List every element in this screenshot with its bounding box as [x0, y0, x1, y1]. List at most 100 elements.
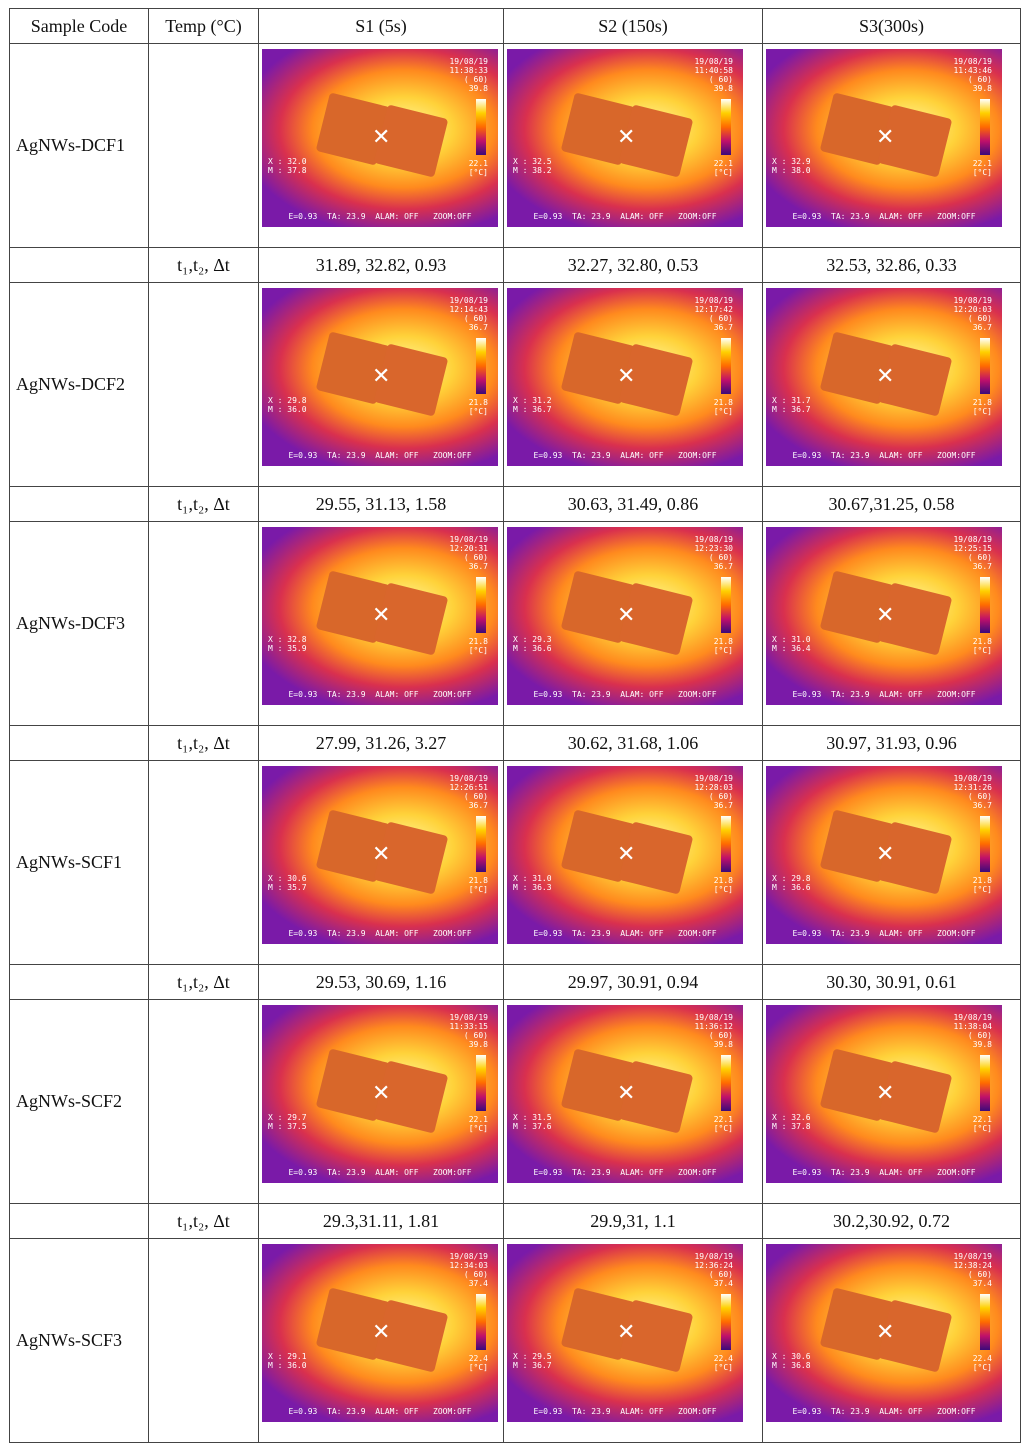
color-scale-bar — [721, 1294, 731, 1350]
header-temp: Temp (°C) — [148, 8, 259, 44]
temp-cell — [148, 282, 259, 487]
thermal-image: ✕ 19/08/19 12:23:30( 60) 36.7 21.8 [°C] X : 29… — [507, 527, 743, 705]
sample-code: AgNWs-SCF3 — [9, 1238, 149, 1443]
osd-xm: X : 32.8 M : 35.9 — [268, 635, 307, 653]
thermal-image: ✕ 19/08/19 12:17:42( 60) 36.7 21.8 [°C] X : 31… — [507, 288, 743, 466]
header-s1: S1 (5s) — [258, 8, 504, 44]
temperature-values: 30.2,30.92, 0.72 — [762, 1203, 1021, 1239]
thermal-image-cell: ✕ 19/08/19 11:43:46( 60) 39.8 22.1 [°C] X : 32… — [762, 43, 1021, 248]
temperature-values: 30.62, 31.68, 1.06 — [503, 725, 763, 761]
thermal-image: ✕ 19/08/19 12:38:24( 60) 37.4 22.4 [°C] X : 30… — [766, 1244, 1002, 1422]
thermal-image-cell: ✕ 19/08/19 12:20:03( 60) 36.7 21.8 [°C] X : 31… — [762, 282, 1021, 487]
crosshair-icon: ✕ — [372, 603, 391, 628]
header-row: Sample Code Temp (°C) S1 (5s) S2 (150s) … — [9, 8, 1021, 44]
temp-cell — [148, 521, 259, 726]
osd-xm: X : 31.0 M : 36.4 — [772, 635, 811, 653]
crosshair-icon: ✕ — [876, 842, 895, 867]
osd-status-bar: E=0.93 TA: 23.9 ALAM: OFF ZOOM:OFF — [533, 451, 717, 460]
color-scale-bar — [980, 577, 990, 633]
temperature-values: 32.53, 32.86, 0.33 — [762, 247, 1021, 283]
osd-xm: X : 31.0 M : 36.3 — [513, 874, 552, 892]
temp-cell — [148, 1238, 259, 1443]
osd-xm: X : 32.6 M : 37.8 — [772, 1113, 811, 1131]
thermal-image-cell: ✕ 19/08/19 12:23:30( 60) 36.7 21.8 [°C] X : 29… — [503, 521, 763, 726]
header-s3: S3(300s) — [762, 8, 1021, 44]
osd-xm: X : 29.5 M : 36.7 — [513, 1352, 552, 1370]
metric-label: t₁,t₂, Δt — [148, 486, 259, 522]
thermal-image-cell: ✕ 19/08/19 12:36:24( 60) 37.4 22.4 [°C] X : 29… — [503, 1238, 763, 1443]
temperature-values: 27.99, 31.26, 3.27 — [258, 725, 504, 761]
sample-code: AgNWs-SCF1 — [9, 760, 149, 965]
osd-min: 21.8 [°C] — [972, 876, 992, 894]
value-row: t₁,t₂, Δt 29.55, 31.13, 1.58 30.63, 31.49,… — [9, 486, 1021, 522]
osd-min: 22.1 [°C] — [713, 1115, 733, 1133]
thermal-image: ✕ 19/08/19 12:28:03( 60) 36.7 21.8 [°C] X : 31… — [507, 766, 743, 944]
crosshair-icon: ✕ — [876, 125, 895, 150]
empty-cell — [9, 964, 149, 1000]
osd-datetime: 19/08/19 12:26:51( 60) 36.7 — [449, 774, 488, 810]
osd-min: 21.8 [°C] — [713, 637, 733, 655]
thermal-image: ✕ 19/08/19 12:20:03( 60) 36.7 21.8 [°C] X : 31… — [766, 288, 1002, 466]
osd-status-bar: E=0.93 TA: 23.9 ALAM: OFF ZOOM:OFF — [792, 451, 976, 460]
crosshair-icon: ✕ — [876, 1081, 895, 1106]
osd-status-bar: E=0.93 TA: 23.9 ALAM: OFF ZOOM:OFF — [792, 1407, 976, 1416]
osd-datetime: 19/08/19 11:36:12( 60) 39.8 — [694, 1013, 733, 1049]
thermal-image: ✕ 19/08/19 12:20:31( 60) 36.7 21.8 [°C] X : 32… — [262, 527, 498, 705]
osd-status-bar: E=0.93 TA: 23.9 ALAM: OFF ZOOM:OFF — [533, 690, 717, 699]
temperature-values: 30.97, 31.93, 0.96 — [762, 725, 1021, 761]
thermal-image: ✕ 19/08/19 11:40:58( 60) 39.8 22.1 [°C] X : 32… — [507, 49, 743, 227]
image-row: AgNWs-SCF2 ✕ 19/08/19 11:33:15( 60) 39.8 22.1… — [9, 999, 1021, 1204]
osd-xm: X : 31.2 M : 36.7 — [513, 396, 552, 414]
crosshair-icon: ✕ — [876, 1320, 895, 1345]
osd-datetime: 19/08/19 11:40:58( 60) 39.8 — [694, 57, 733, 93]
osd-status-bar: E=0.93 TA: 23.9 ALAM: OFF ZOOM:OFF — [533, 1168, 717, 1177]
crosshair-icon: ✕ — [617, 842, 636, 867]
thermal-image-cell: ✕ 19/08/19 12:20:31( 60) 36.7 21.8 [°C] X : 32… — [258, 521, 504, 726]
metric-label: t₁,t₂, Δt — [148, 964, 259, 1000]
thermal-image: ✕ 19/08/19 11:36:12( 60) 39.8 22.1 [°C] X : 31… — [507, 1005, 743, 1183]
osd-xm: X : 31.5 M : 37.6 — [513, 1113, 552, 1131]
color-scale-bar — [476, 1294, 486, 1350]
osd-datetime: 19/08/19 12:14:43( 60) 36.7 — [449, 296, 488, 332]
thermal-image: ✕ 19/08/19 12:26:51( 60) 36.7 21.8 [°C] X : 30… — [262, 766, 498, 944]
osd-datetime: 19/08/19 11:38:04( 60) 39.8 — [953, 1013, 992, 1049]
crosshair-icon: ✕ — [617, 1081, 636, 1106]
osd-min: 21.8 [°C] — [972, 637, 992, 655]
crosshair-icon: ✕ — [617, 603, 636, 628]
osd-datetime: 19/08/19 12:25:15( 60) 36.7 — [953, 535, 992, 571]
osd-min: 22.1 [°C] — [468, 159, 488, 177]
thermal-image: ✕ 19/08/19 12:34:03( 60) 37.4 22.4 [°C] X : 29… — [262, 1244, 498, 1422]
osd-xm: X : 29.8 M : 36.6 — [772, 874, 811, 892]
color-scale-bar — [980, 1055, 990, 1111]
crosshair-icon: ✕ — [617, 125, 636, 150]
image-row: AgNWs-DCF1 ✕ 19/08/19 11:38:33( 60) 39.8 22.1… — [9, 43, 1021, 248]
thermal-image-cell: ✕ 19/08/19 12:38:24( 60) 37.4 22.4 [°C] X : 30… — [762, 1238, 1021, 1443]
temperature-values: 29.55, 31.13, 1.58 — [258, 486, 504, 522]
color-scale-bar — [721, 99, 731, 155]
thermal-image: ✕ 19/08/19 12:31:26( 60) 36.7 21.8 [°C] X : 29… — [766, 766, 1002, 944]
osd-status-bar: E=0.93 TA: 23.9 ALAM: OFF ZOOM:OFF — [288, 1168, 472, 1177]
thermal-image-cell: ✕ 19/08/19 12:17:42( 60) 36.7 21.8 [°C] X : 31… — [503, 282, 763, 487]
thermal-image-cell: ✕ 19/08/19 11:40:58( 60) 39.8 22.1 [°C] X : 32… — [503, 43, 763, 248]
temperature-values: 30.30, 30.91, 0.61 — [762, 964, 1021, 1000]
color-scale-bar — [476, 577, 486, 633]
osd-xm: X : 32.0 M : 37.8 — [268, 157, 307, 175]
crosshair-icon: ✕ — [617, 364, 636, 389]
osd-min: 22.4 [°C] — [972, 1354, 992, 1372]
thermal-image-cell: ✕ 19/08/19 12:34:03( 60) 37.4 22.4 [°C] X : 29… — [258, 1238, 504, 1443]
osd-status-bar: E=0.93 TA: 23.9 ALAM: OFF ZOOM:OFF — [533, 929, 717, 938]
color-scale-bar — [980, 1294, 990, 1350]
osd-datetime: 19/08/19 11:43:46( 60) 39.8 — [953, 57, 992, 93]
osd-xm: X : 32.5 M : 38.2 — [513, 157, 552, 175]
color-scale-bar — [721, 816, 731, 872]
osd-xm: X : 30.6 M : 36.8 — [772, 1352, 811, 1370]
thermal-image: ✕ 19/08/19 12:36:24( 60) 37.4 22.4 [°C] X : 29… — [507, 1244, 743, 1422]
color-scale-bar — [721, 338, 731, 394]
osd-min: 21.8 [°C] — [713, 876, 733, 894]
osd-datetime: 19/08/19 11:38:33( 60) 39.8 — [449, 57, 488, 93]
thermal-image-cell: ✕ 19/08/19 11:36:12( 60) 39.8 22.1 [°C] X : 31… — [503, 999, 763, 1204]
osd-min: 21.8 [°C] — [468, 637, 488, 655]
osd-status-bar: E=0.93 TA: 23.9 ALAM: OFF ZOOM:OFF — [533, 212, 717, 221]
osd-status-bar: E=0.93 TA: 23.9 ALAM: OFF ZOOM:OFF — [792, 212, 976, 221]
value-row: t₁,t₂, Δt 31.89, 32.82, 0.93 32.27, 32.80,… — [9, 247, 1021, 283]
